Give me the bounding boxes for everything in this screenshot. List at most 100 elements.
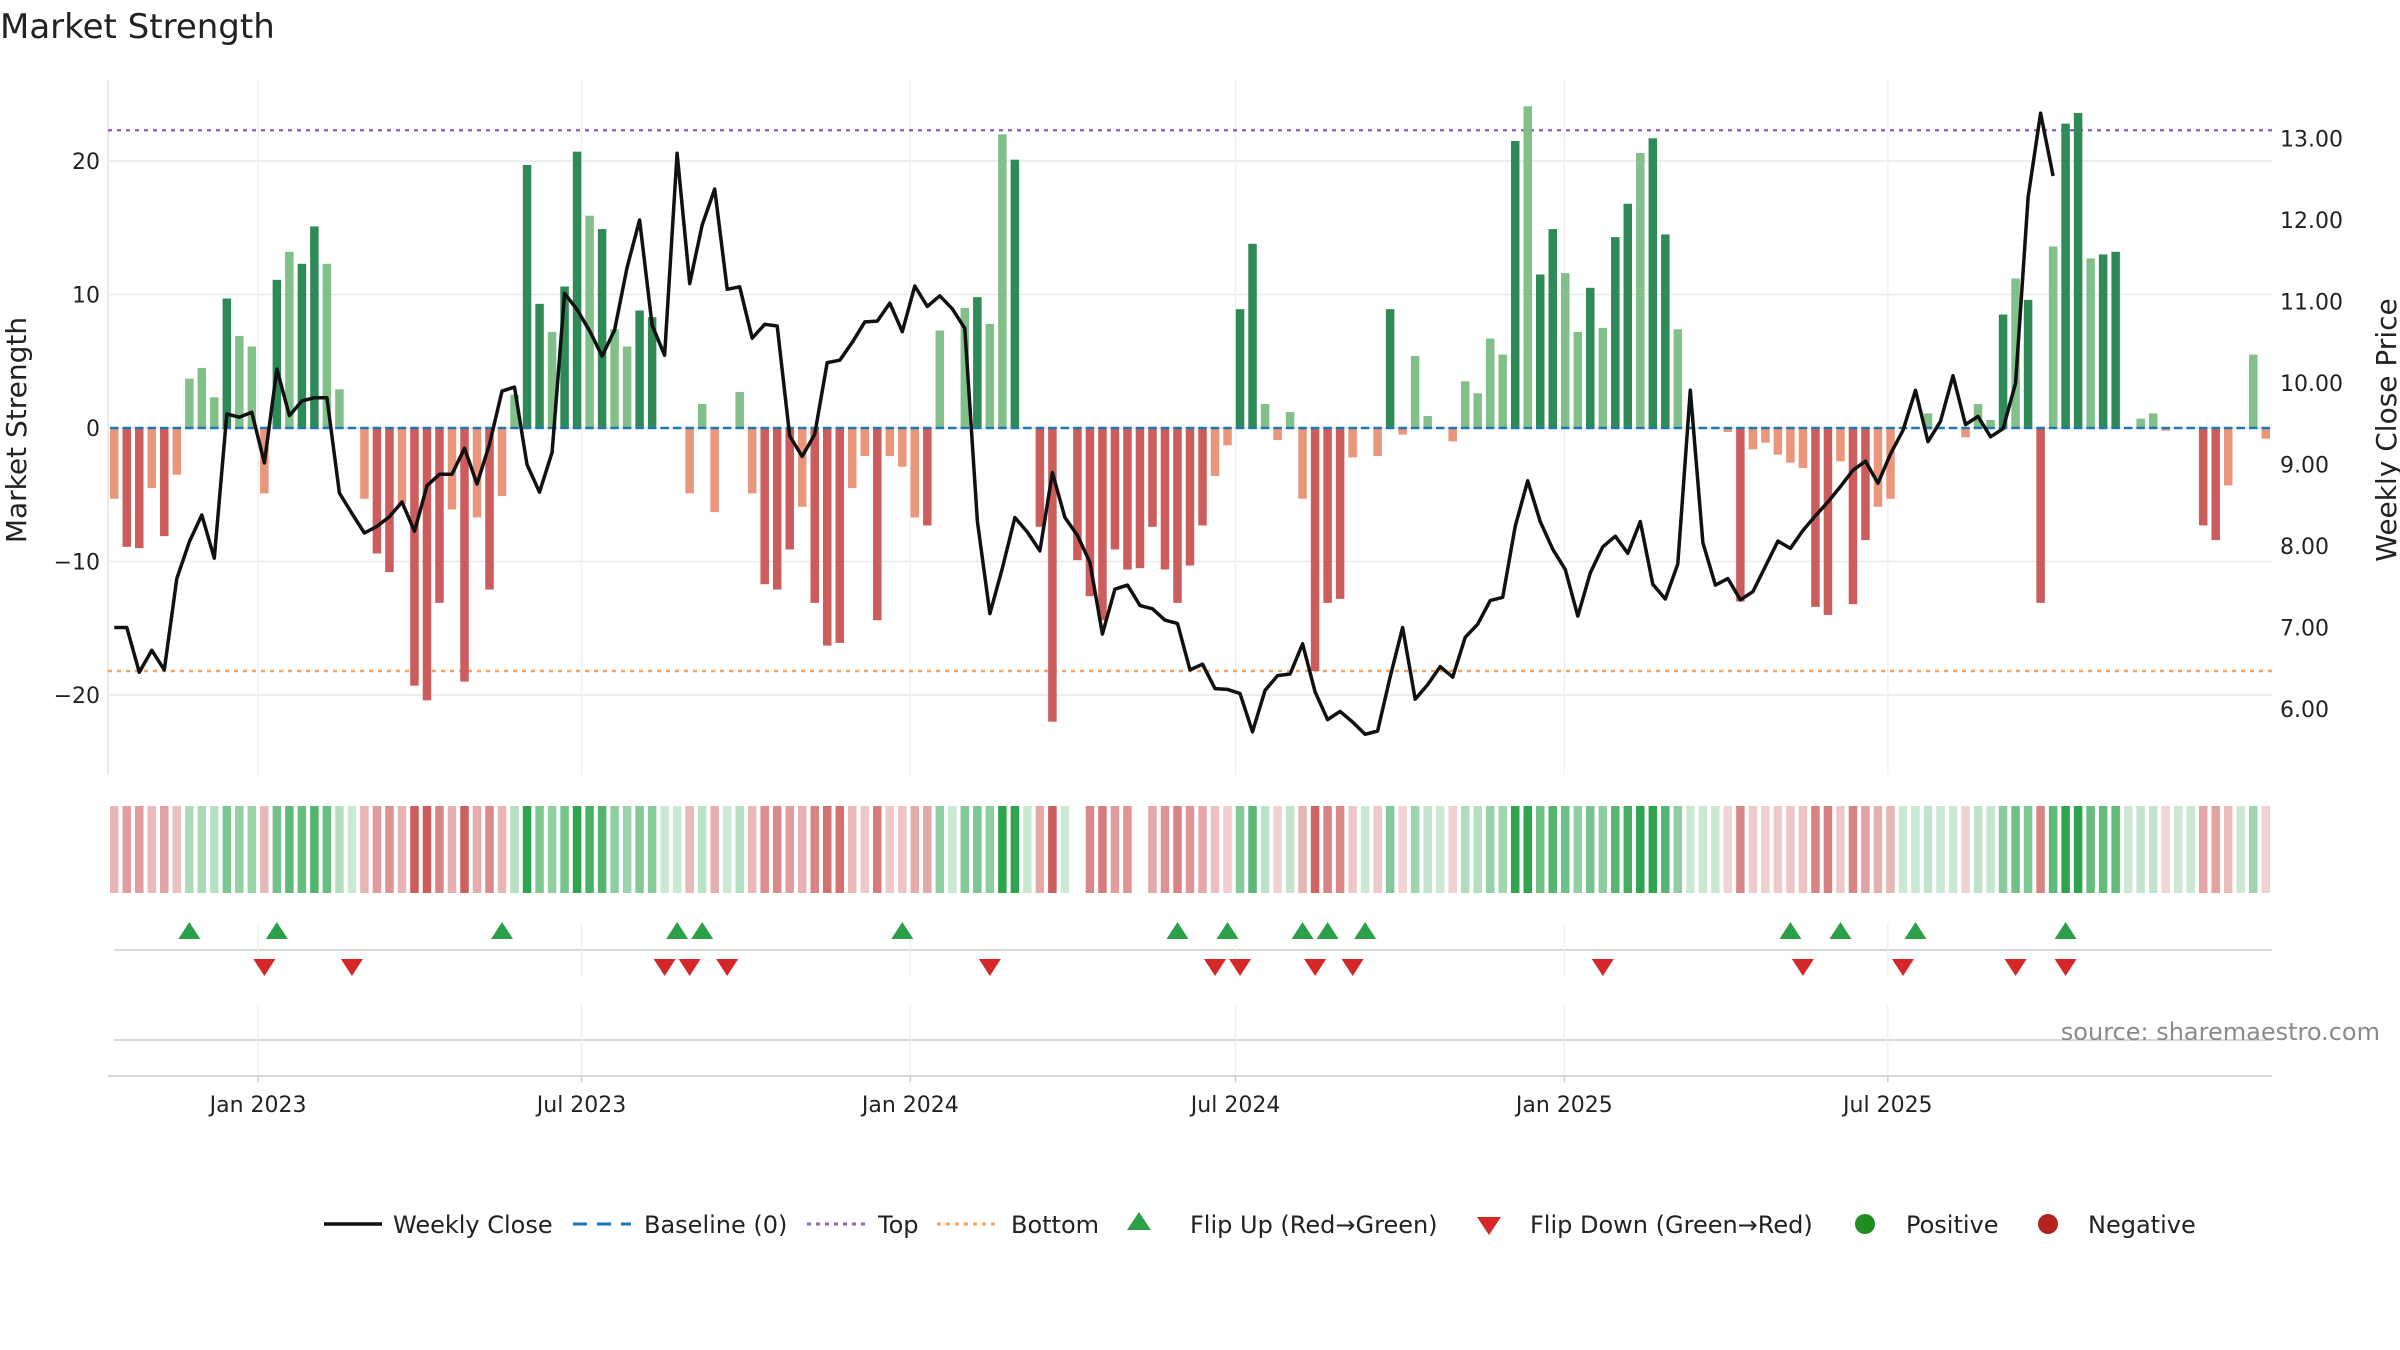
heat-cell	[1698, 806, 1708, 893]
heat-cell	[1911, 806, 1920, 893]
heat-cell	[1310, 806, 1320, 893]
heat-cell	[372, 806, 382, 893]
strength-bar	[1798, 428, 1808, 469]
heat-cell	[472, 806, 482, 893]
strength-bar	[1873, 428, 1883, 507]
strength-bar	[1173, 428, 1182, 603]
strength-bar	[1636, 152, 1645, 429]
strength-bar	[1986, 419, 1995, 428]
heat-cell	[722, 806, 732, 893]
heat-cell	[2061, 806, 2070, 893]
heat-cell	[172, 806, 182, 893]
flip-up-marker	[1904, 922, 1927, 939]
heat-cell	[510, 806, 519, 893]
heat-cell	[1248, 806, 1257, 893]
strength-bar	[522, 165, 532, 428]
heat-cell	[1260, 806, 1270, 893]
strength-bar	[1223, 428, 1232, 446]
strength-bar	[1723, 428, 1733, 433]
heat-cell	[1773, 806, 1783, 893]
strength-bar	[998, 134, 1007, 429]
strength-bar	[1598, 327, 1608, 428]
strength-bar	[1335, 428, 1345, 599]
heat-cell	[1385, 806, 1395, 893]
strength-bar	[247, 346, 257, 428]
strength-bar	[1460, 381, 1470, 428]
heat-cell	[1648, 806, 1658, 893]
flip-up-marker	[265, 922, 288, 939]
heat-cell	[873, 806, 882, 893]
y2-tick-label: 13.00	[2280, 128, 2343, 153]
heat-cell	[610, 806, 619, 893]
strength-bar	[572, 151, 582, 428]
heat-cell	[797, 806, 807, 893]
heat-cell	[1460, 806, 1470, 893]
heat-cell	[985, 806, 995, 893]
strength-bar	[1786, 428, 1795, 463]
strength-bar	[1998, 314, 2008, 428]
heat-cell	[898, 806, 907, 893]
heat-cell	[1886, 806, 1895, 893]
strength-bar	[1285, 411, 1295, 428]
heat-cell	[2086, 806, 2095, 893]
strength-bar	[1248, 243, 1257, 428]
heat-cell	[2123, 806, 2133, 893]
heat-cell	[2223, 806, 2233, 893]
strength-bar	[2223, 428, 2233, 486]
strength-bar	[1423, 415, 1432, 428]
heat-cell	[2011, 806, 2020, 893]
strength-bar	[622, 346, 632, 428]
strength-bar	[197, 367, 207, 428]
heat-cell	[160, 806, 169, 893]
chart-title: Market Strength	[0, 7, 275, 47]
heat-cell	[1285, 806, 1295, 893]
x-tick-label: Jul 2024	[1189, 1093, 1281, 1118]
strength-bar	[1561, 273, 1570, 428]
heat-cell	[1973, 806, 1983, 893]
legend-flip-down-label: Flip Down (Green→Red)	[1530, 1211, 1813, 1239]
heat-cell	[1210, 806, 1220, 893]
strength-bars	[110, 106, 2270, 722]
heat-cell	[235, 806, 244, 893]
heat-cell	[1823, 806, 1833, 893]
heat-cell	[635, 806, 644, 893]
strength-bar	[297, 263, 307, 428]
heat-cell	[1085, 806, 1095, 893]
heat-cell	[572, 806, 582, 893]
heat-cell	[1360, 806, 1370, 893]
strength-bar	[785, 428, 794, 550]
heat-cell	[1598, 806, 1608, 893]
strength-bar	[185, 378, 194, 428]
legend-top-label: Top	[877, 1211, 919, 1239]
strength-bar	[410, 428, 419, 686]
strength-bar	[360, 428, 369, 499]
y2-tick-label: 8.00	[2280, 535, 2329, 560]
strength-bar	[285, 251, 294, 428]
heat-cell	[1523, 806, 1532, 893]
strength-bar	[1185, 428, 1195, 566]
strength-bar	[122, 428, 132, 547]
strength-bar	[2023, 299, 2033, 428]
strength-bar	[535, 303, 544, 428]
heat-cell	[1060, 806, 1070, 893]
heat-cell	[1423, 806, 1432, 893]
flip-down-marker	[1341, 959, 1364, 976]
heat-cell	[460, 806, 469, 893]
strength-bar	[2136, 418, 2145, 428]
heat-cell	[410, 806, 419, 893]
flip-up-marker	[2054, 922, 2077, 939]
heat-cell	[1160, 806, 1170, 893]
flip-up-marker	[491, 922, 514, 939]
flip-up-marker	[178, 922, 201, 939]
heat-cell	[948, 806, 957, 893]
strength-bar	[1148, 428, 1157, 527]
heat-cell	[1235, 806, 1245, 893]
strength-bar	[835, 428, 845, 643]
strength-bar	[910, 428, 920, 518]
x-tick-label: Jul 2023	[535, 1093, 627, 1118]
heat-cell	[547, 806, 557, 893]
heat-cell	[310, 806, 319, 893]
strength-bar	[1410, 355, 1420, 428]
heat-cell	[422, 806, 432, 893]
